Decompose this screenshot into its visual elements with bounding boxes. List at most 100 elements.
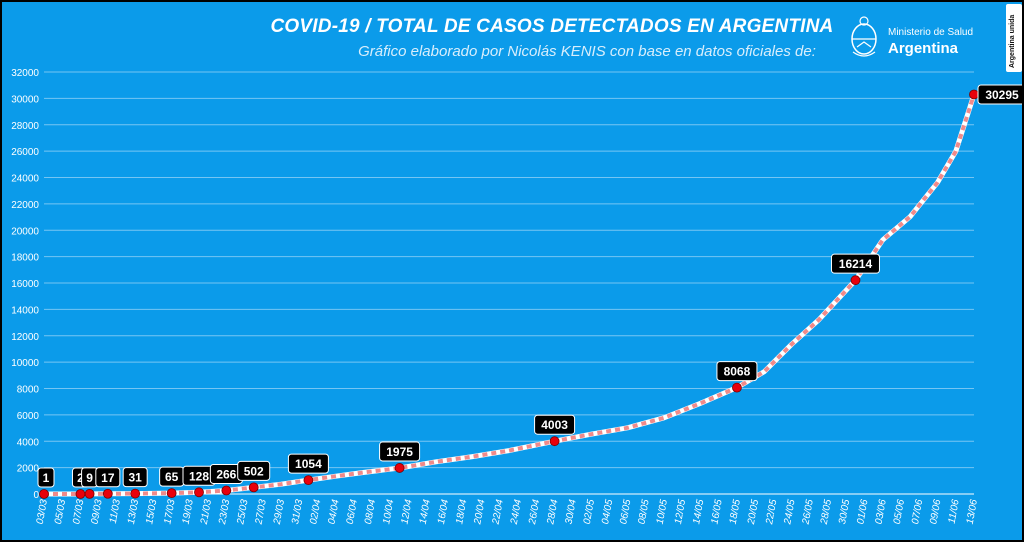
x-tick-label: 05/03 xyxy=(53,498,68,525)
data-point xyxy=(850,275,861,286)
x-tick-label: 09/06 xyxy=(928,498,943,525)
y-tick-label: 22000 xyxy=(11,200,39,211)
y-tick-label: 16000 xyxy=(11,279,39,290)
x-tick-label: 14/05 xyxy=(691,498,706,525)
y-tick-label: 28000 xyxy=(11,121,39,132)
x-tick-label: 24/05 xyxy=(782,498,797,526)
data-label-box xyxy=(237,460,271,481)
series-line-dashes xyxy=(44,93,976,496)
x-tick-label: 07/03 xyxy=(71,498,86,525)
data-point xyxy=(166,488,177,499)
x-tick-label: 13/03 xyxy=(126,498,141,525)
data-point xyxy=(102,488,113,499)
x-tick-label: 11/06 xyxy=(947,498,962,524)
x-tick-label: 29/03 xyxy=(272,498,287,526)
y-tick-label: 32000 xyxy=(11,68,39,79)
x-tick-label: 09/03 xyxy=(89,498,104,525)
x-tick-label: 06/05 xyxy=(618,498,633,525)
data-label: 4003 xyxy=(541,418,568,432)
x-tick-label: 03/06 xyxy=(874,498,889,525)
data-label-box xyxy=(287,453,329,474)
data-label-box xyxy=(95,467,121,488)
x-tick-label: 04/05 xyxy=(600,498,615,525)
x-tick-label: 22/04 xyxy=(490,498,505,526)
x-tick-label: 10/05 xyxy=(655,498,670,525)
x-tick-label: 22/05 xyxy=(764,498,779,526)
y-tick-label: 10000 xyxy=(11,358,39,369)
x-tick-label: 02/05 xyxy=(582,498,597,525)
x-tick-label: 12/04 xyxy=(399,498,414,525)
x-tick-label: 20/04 xyxy=(472,498,487,526)
x-tick-label: 30/05 xyxy=(837,498,852,525)
y-tick-label: 18000 xyxy=(11,253,39,264)
data-label: 8068 xyxy=(724,365,751,379)
data-point xyxy=(732,382,742,393)
data-label-box xyxy=(122,467,148,488)
x-tick-label: 26/05 xyxy=(800,498,815,526)
data-point xyxy=(130,488,141,499)
x-tick-label: 04/04 xyxy=(327,498,342,525)
y-tick-label: 30000 xyxy=(11,94,39,105)
data-point xyxy=(969,89,979,100)
data-label: 16214 xyxy=(839,257,873,271)
y-tick-label: 4000 xyxy=(17,437,40,448)
data-point xyxy=(248,482,259,493)
data-label-box xyxy=(830,253,880,274)
data-label: 2 xyxy=(77,471,84,485)
data-point xyxy=(84,488,95,499)
x-tick-label: 17/03 xyxy=(162,498,177,525)
national-seal-icon xyxy=(851,16,877,57)
chart-title: COVID-19 / TOTAL DE CASOS DETECTADOS EN … xyxy=(270,16,834,37)
x-tick-label: 20/05 xyxy=(746,498,761,526)
x-tick-label: 16/04 xyxy=(436,498,451,525)
x-tick-label: 12/05 xyxy=(673,498,688,525)
x-tick-label: 03/03 xyxy=(35,498,50,525)
data-point xyxy=(221,485,232,496)
x-tick-label: 02/04 xyxy=(308,498,323,525)
data-label: 502 xyxy=(244,464,264,478)
x-tick-label: 11/03 xyxy=(108,498,123,524)
y-tick-label: 0 xyxy=(33,490,39,501)
data-label: 1 xyxy=(43,471,50,485)
data-point xyxy=(303,475,314,486)
x-tick-label: 31/03 xyxy=(290,498,305,525)
x-tick-label: 18/05 xyxy=(728,498,743,525)
x-tick-label: 24/04 xyxy=(509,498,524,526)
data-label: 31 xyxy=(128,471,142,485)
x-tick-label: 05/06 xyxy=(892,498,907,525)
ministry-country: Argentina xyxy=(888,40,959,57)
data-point xyxy=(194,487,204,498)
y-tick-label: 14000 xyxy=(11,305,39,316)
x-tick-label: 08/05 xyxy=(637,498,652,525)
data-label: 1975 xyxy=(386,445,413,459)
x-tick-label: 27/03 xyxy=(253,498,268,526)
y-tick-label: 26000 xyxy=(11,147,39,158)
data-label: 266 xyxy=(216,467,236,481)
data-point xyxy=(549,436,560,447)
data-label: 65 xyxy=(165,470,179,484)
x-tick-label: 25/03 xyxy=(235,498,250,526)
y-tick-label: 24000 xyxy=(11,174,39,185)
x-tick-label: 30/04 xyxy=(564,498,579,525)
data-label: 9 xyxy=(86,471,93,485)
y-tick-label: 12000 xyxy=(11,332,39,343)
x-tick-label: 21/03 xyxy=(199,498,214,526)
y-tick-label: 8000 xyxy=(17,385,40,396)
data-label: 17 xyxy=(101,471,115,485)
data-label-box xyxy=(37,467,55,488)
x-tick-label: 01/06 xyxy=(855,498,870,525)
data-point xyxy=(39,489,49,499)
x-tick-label: 06/04 xyxy=(345,498,360,525)
chart-subtitle: Gráfico elaborado por Nicolás KENIS con … xyxy=(358,43,816,60)
data-point xyxy=(394,463,405,473)
x-tick-label: 13/06 xyxy=(965,498,980,525)
argentina-unida-badge: Argentina unida xyxy=(1006,4,1022,72)
data-label: 128 xyxy=(189,469,209,483)
x-tick-label: 08/04 xyxy=(363,498,378,525)
x-tick-label: 10/04 xyxy=(381,498,396,525)
y-tick-label: 20000 xyxy=(11,226,39,237)
y-tick-label: 6000 xyxy=(17,411,40,422)
x-tick-label: 28/04 xyxy=(545,498,560,526)
x-tick-label: 19/03 xyxy=(181,498,196,525)
